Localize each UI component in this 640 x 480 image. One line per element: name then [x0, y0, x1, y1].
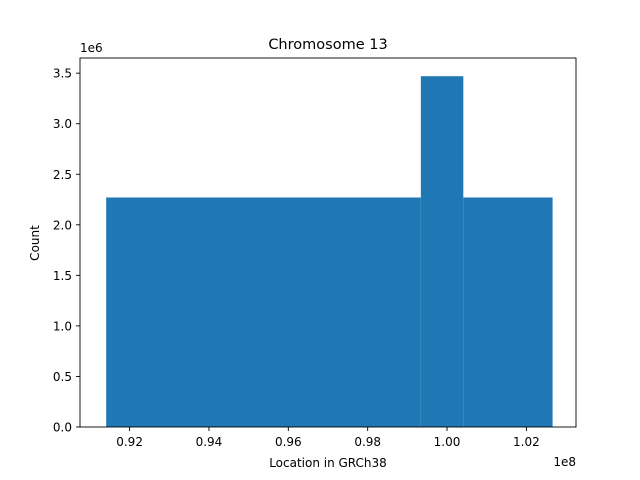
x-tick-label: 1.00: [434, 435, 461, 449]
plot-frame: [79, 57, 577, 428]
y-axis-ticks: 0.0 0.5 1.0 1.5 2.0 2.5 3.0 3.5: [53, 67, 80, 435]
y-axis-label: Count: [28, 225, 42, 261]
x-axis-label: Location in GRCh38: [269, 456, 387, 470]
y-tick-label: 1.0: [53, 319, 72, 333]
y-tick-label: 0.0: [53, 421, 72, 435]
x-axis-ticks: 0.92 0.94 0.96 0.98 1.00 1.02: [116, 427, 540, 449]
x-tick-label: 0.96: [275, 435, 302, 449]
x-offset-label: 1e8: [553, 455, 576, 469]
histogram-bar-3: [463, 197, 553, 427]
y-offset-label: 1e6: [80, 41, 103, 55]
bars-group: [106, 76, 553, 427]
chart-title: Chromosome 13: [268, 37, 387, 53]
x-tick-label: 0.92: [116, 435, 143, 449]
y-tick-label: 3.0: [53, 117, 72, 131]
y-tick-label: 0.5: [53, 370, 72, 384]
y-tick-label: 2.5: [53, 168, 72, 182]
y-tick-label: 3.5: [53, 67, 72, 81]
y-tick-label: 2.0: [53, 218, 72, 232]
histogram-bar-1: [106, 197, 421, 427]
x-tick-label: 0.94: [196, 435, 223, 449]
histogram-bar-2: [420, 76, 464, 427]
x-tick-label: 1.02: [513, 435, 540, 449]
y-tick-label: 1.5: [53, 269, 72, 283]
x-tick-label: 0.98: [354, 435, 381, 449]
